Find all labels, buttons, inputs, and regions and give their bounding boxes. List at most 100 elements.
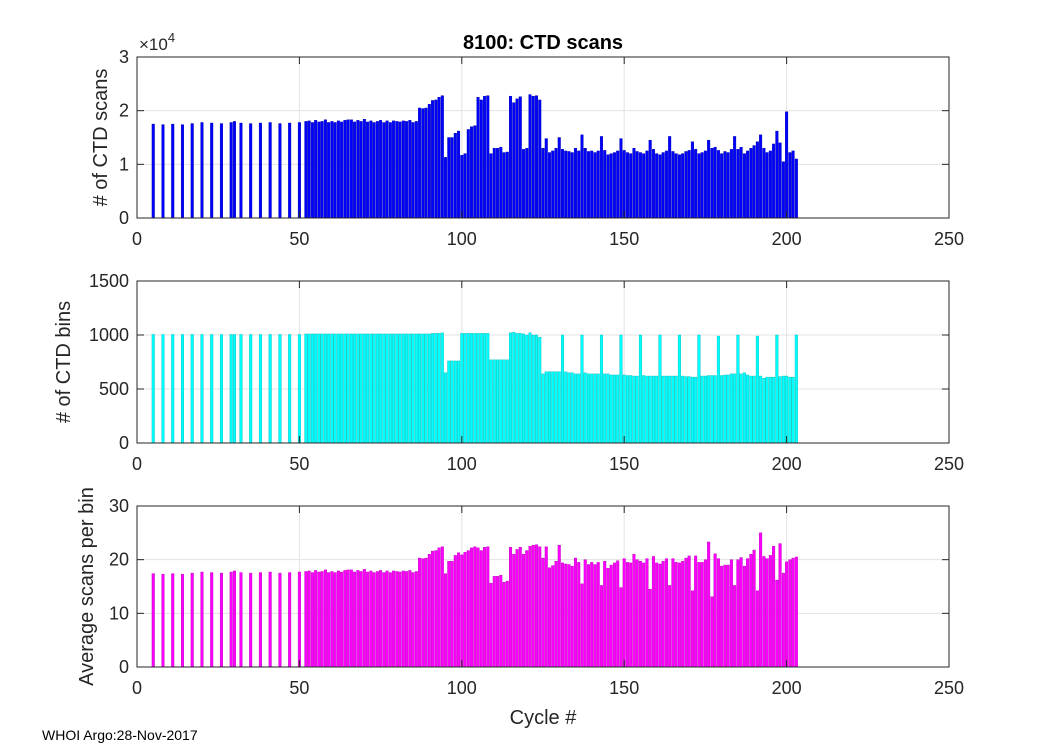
bar [444, 157, 448, 219]
bar [736, 334, 740, 444]
bar [479, 99, 483, 219]
bar [369, 120, 373, 219]
bar [765, 152, 769, 219]
bar [703, 559, 707, 668]
bar [320, 571, 324, 668]
bar [427, 554, 431, 668]
bar [716, 558, 720, 668]
bar [632, 375, 636, 444]
bar [171, 573, 175, 668]
x-tick-label: 200 [772, 678, 802, 698]
bar [772, 143, 776, 219]
bar [674, 562, 678, 668]
bar [570, 565, 574, 668]
bar [531, 334, 535, 444]
bar [440, 332, 444, 444]
bar [509, 547, 513, 668]
bar [346, 569, 350, 668]
bar [502, 152, 506, 219]
bar [723, 151, 727, 219]
bar [414, 333, 418, 444]
bar [440, 546, 444, 668]
bar [258, 122, 262, 219]
bar [733, 136, 737, 219]
bar [687, 376, 691, 444]
bar [492, 359, 496, 444]
bar [726, 152, 730, 219]
bar [180, 334, 184, 444]
bar [466, 550, 470, 668]
bar [658, 563, 662, 668]
bar [684, 557, 688, 668]
bar [372, 333, 376, 444]
bar [278, 123, 282, 219]
bar [547, 567, 551, 668]
bar [219, 334, 223, 444]
bar [405, 333, 409, 444]
bar [586, 564, 590, 668]
bar [190, 123, 194, 219]
bar [716, 335, 720, 444]
bar [622, 558, 626, 668]
bar [661, 152, 665, 219]
bar [307, 570, 311, 668]
bar [502, 359, 506, 444]
bar [304, 121, 308, 219]
bar [463, 333, 467, 444]
bar [450, 360, 454, 444]
bar [632, 554, 636, 668]
bar [625, 152, 629, 219]
bar [512, 554, 516, 668]
bar [278, 334, 282, 444]
bar [700, 375, 704, 444]
bar [505, 151, 509, 219]
bar [736, 149, 740, 219]
bar [307, 120, 311, 219]
bar [603, 373, 607, 444]
bar [681, 561, 685, 668]
bar [642, 562, 646, 668]
x-tick-label: 250 [934, 678, 964, 698]
bar [437, 97, 441, 219]
bar [522, 149, 526, 219]
bar [161, 334, 165, 444]
bar [775, 334, 779, 444]
bar [538, 546, 542, 668]
x-tick-label: 200 [772, 229, 802, 249]
bar [457, 130, 461, 219]
bar [677, 334, 681, 444]
bar [794, 158, 798, 219]
bar [775, 130, 779, 219]
y-tick-label: 2 [119, 101, 129, 121]
bar [379, 333, 383, 444]
x-tick-label: 200 [772, 454, 802, 474]
bar [496, 359, 500, 444]
bar [395, 333, 399, 444]
bar [392, 333, 396, 444]
bar [330, 333, 334, 444]
bar [531, 95, 535, 219]
bar [473, 333, 477, 444]
bar [320, 333, 324, 444]
bar [314, 570, 318, 668]
bar [729, 149, 733, 219]
bar [411, 333, 415, 444]
bar [314, 333, 318, 444]
bar [450, 561, 454, 668]
bar [651, 556, 655, 668]
bar [349, 569, 353, 668]
x-tick-label: 100 [447, 229, 477, 249]
bar [473, 546, 477, 668]
bar [606, 373, 610, 444]
bar [612, 374, 616, 444]
bar [785, 111, 789, 219]
bar [336, 333, 340, 444]
bar [356, 333, 360, 444]
bar [457, 360, 461, 444]
bar [677, 562, 681, 668]
bar [249, 572, 253, 668]
bar [658, 154, 662, 219]
bar [249, 123, 253, 219]
bar [638, 561, 642, 668]
bar [603, 561, 607, 668]
